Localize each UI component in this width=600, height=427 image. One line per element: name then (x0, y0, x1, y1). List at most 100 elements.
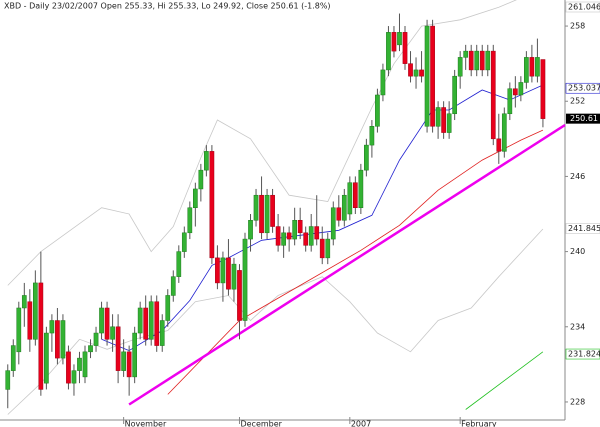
candle-body (259, 194, 264, 234)
candle-body (286, 232, 292, 240)
candle-body (55, 320, 60, 359)
end-label-box (565, 1, 600, 13)
candle-body (507, 88, 513, 115)
x-tick-label: February (461, 420, 497, 427)
y-tick-label: 228 (570, 397, 585, 406)
candle-body (104, 307, 110, 340)
candle-body (88, 345, 93, 353)
candle-body (198, 169, 204, 190)
candle-body (424, 25, 430, 127)
candle-body (253, 194, 259, 221)
candle-body (391, 32, 397, 52)
candle-body (192, 188, 198, 208)
candle-body (110, 326, 115, 340)
candle-body (319, 238, 325, 259)
candle-body (10, 345, 16, 371)
candle-body (413, 69, 419, 77)
candle-body (347, 182, 353, 215)
candle-body (369, 126, 375, 146)
candle-body (99, 307, 104, 334)
candle-body (16, 307, 22, 353)
candle-body (457, 57, 463, 77)
candle-body (314, 226, 320, 240)
candle-body (352, 182, 358, 208)
y-tick-label: 258 (570, 22, 585, 31)
candle-body (479, 50, 485, 71)
candle-body (468, 50, 474, 71)
candle-body (44, 332, 49, 384)
candle-body (231, 263, 237, 290)
candle-body (215, 257, 220, 284)
candle-body (281, 232, 286, 246)
candle-body (27, 301, 33, 340)
candle-body (176, 251, 182, 277)
candle-body (60, 320, 66, 359)
indicator-line (7, 0, 517, 286)
indicator-line (128, 123, 566, 406)
candle-body (303, 232, 309, 246)
candle-body (5, 370, 11, 390)
candle-body (204, 151, 209, 171)
indicator-line (465, 351, 544, 410)
candle-body (21, 295, 27, 309)
candle-body (397, 32, 402, 46)
candle-body (485, 50, 491, 71)
candle-body (535, 57, 540, 77)
y-tick-label: 240 (570, 247, 585, 256)
candle-body (49, 320, 55, 334)
candle-body (209, 151, 215, 259)
candle-body (386, 32, 391, 71)
candle-body (364, 144, 369, 171)
candle-body (330, 207, 336, 240)
candle-body (358, 169, 364, 208)
candle-body (181, 232, 187, 252)
end-label: 253.037 (568, 84, 600, 93)
end-label-box (565, 223, 600, 234)
end-label: 231.824 (568, 350, 600, 359)
candle-body (452, 75, 458, 115)
candle-body (375, 94, 380, 127)
candle-body (512, 88, 518, 96)
candle-body (275, 226, 281, 246)
candle-body (154, 301, 160, 346)
candle-body (430, 25, 435, 127)
close-label-box (566, 113, 600, 124)
indicator-line (101, 84, 544, 352)
candle-body (132, 332, 138, 378)
candle-body (419, 69, 424, 77)
candle-body (496, 138, 502, 152)
candle-body (308, 226, 314, 246)
end-label-box (565, 82, 600, 94)
candle-body (32, 282, 38, 340)
candle-body (187, 207, 193, 234)
candle-body (292, 220, 298, 240)
candle-body (121, 351, 126, 371)
candle-body (165, 295, 171, 321)
end-label: 241.845 (568, 224, 600, 233)
candle-body (220, 257, 226, 284)
x-tick-label: December (240, 420, 282, 427)
candle-body (463, 50, 469, 58)
candle-body (380, 69, 386, 96)
close-label: 250.61 (570, 114, 598, 123)
candle-body (490, 50, 496, 140)
candle-body (248, 220, 253, 240)
candle-body (170, 276, 176, 296)
candle-body (242, 238, 248, 321)
candle-body (66, 351, 71, 384)
y-tick-label: 246 (570, 172, 585, 181)
candle-body (137, 307, 143, 334)
candle-body (264, 194, 270, 234)
candle-body (446, 113, 452, 133)
candle-body (529, 57, 535, 77)
y-tick-label: 252 (570, 97, 585, 106)
candle-body (77, 357, 82, 371)
candle-body (71, 370, 77, 384)
candle-body (441, 107, 446, 133)
candle-body (524, 57, 529, 83)
end-label-box (565, 348, 600, 360)
candle-body (336, 207, 342, 221)
x-tick-label: November (125, 420, 167, 427)
candle-body (341, 194, 347, 221)
